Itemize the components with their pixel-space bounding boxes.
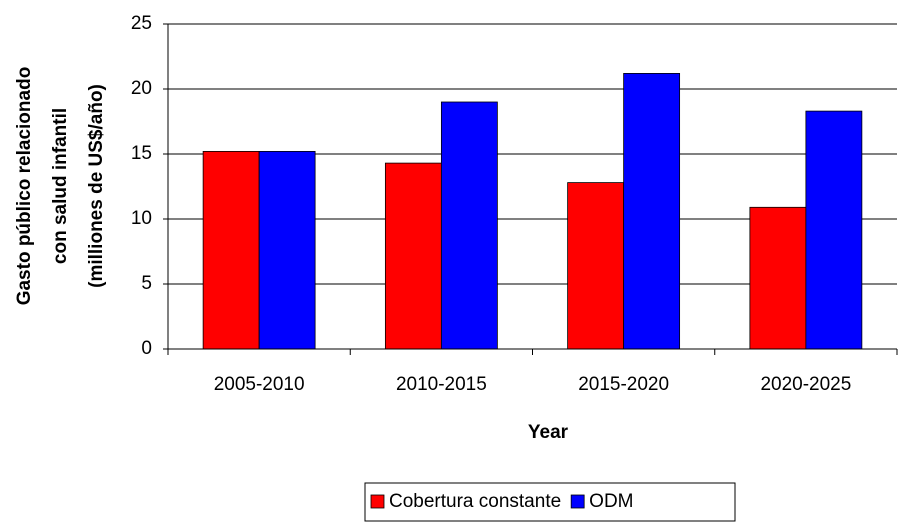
x-tick-label: 2005-2010	[214, 374, 305, 395]
bar	[258, 150, 316, 350]
legend-label: ODM	[589, 491, 633, 512]
bar	[384, 162, 442, 350]
bar	[440, 101, 498, 350]
x-tick-label: 2020-2025	[760, 374, 851, 395]
y-axis-title-line: (milliones de US$/año)	[86, 84, 107, 288]
y-tick-label: 25	[131, 13, 152, 34]
x-tick-label: 2010-2015	[396, 374, 487, 395]
y-tick-label: 15	[131, 143, 152, 164]
bar	[567, 182, 625, 350]
x-tick-label: 2015-2020	[578, 374, 669, 395]
x-axis-title: Year	[528, 422, 569, 443]
legend-swatch	[370, 494, 385, 509]
legend-box	[364, 482, 736, 522]
y-axis-title-line: con salud infantil	[50, 108, 71, 264]
legend-swatch	[570, 494, 585, 509]
bar	[805, 110, 863, 350]
y-tick-label: 0	[141, 338, 152, 359]
y-tick-label: 10	[131, 208, 152, 229]
bar	[623, 73, 681, 350]
y-axis-title: Gasto público relacionado con salud infan…	[14, 67, 107, 306]
bar	[749, 206, 807, 350]
legend-label: Cobertura constante	[389, 491, 561, 512]
bar	[202, 150, 260, 350]
y-tick-label: 20	[131, 78, 152, 99]
y-tick-label: 5	[141, 273, 152, 294]
y-axis-title-line: Gasto público relacionado	[14, 67, 35, 306]
